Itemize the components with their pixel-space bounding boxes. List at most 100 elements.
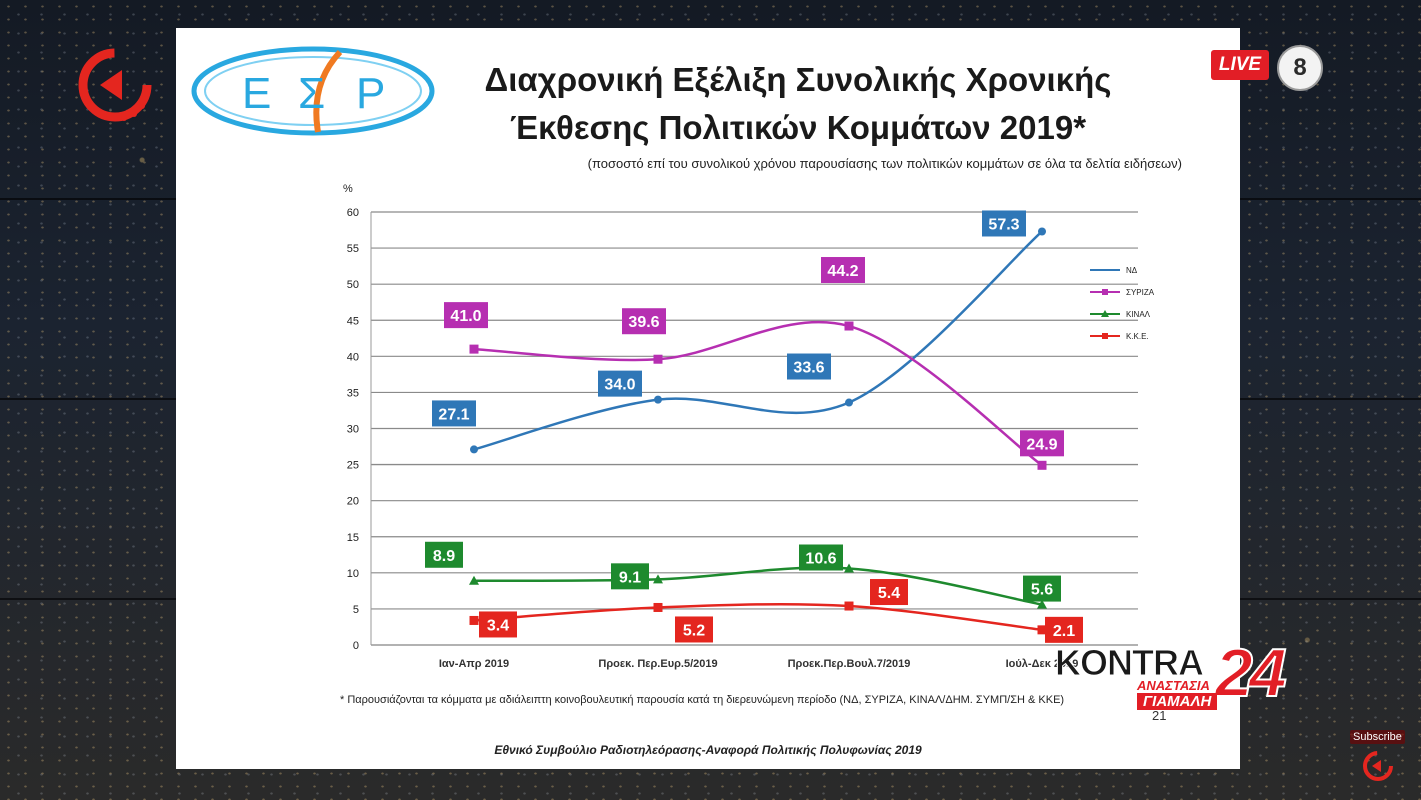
data-point: [654, 395, 662, 404]
data-label-box: [444, 302, 488, 329]
data-point: [470, 445, 478, 454]
esr-logo-letter-r: Ρ: [356, 69, 385, 118]
legend-label: ΝΔ: [1126, 266, 1138, 275]
data-label-box: [1020, 430, 1064, 457]
data-label: 5.4: [878, 585, 900, 602]
legend-label: ΚΙΝΑΛ: [1126, 310, 1151, 319]
y-tick-label: 5: [353, 604, 359, 616]
esr-logo-letter-e: Ε: [242, 69, 271, 118]
data-point: [1037, 625, 1047, 635]
data-label: 5.2: [683, 622, 705, 639]
data-label: 5.6: [1031, 582, 1053, 599]
y-axis-label: %: [343, 183, 353, 195]
series-line-0: [473, 230, 1043, 451]
esr-logo-letter-s: Σ: [298, 69, 325, 118]
y-tick-label: 40: [347, 351, 359, 363]
kontra-circle-logo: [78, 48, 152, 122]
data-label: 24.9: [1026, 436, 1057, 453]
legend-marker: [1102, 333, 1108, 339]
data-label-box: [1023, 575, 1061, 602]
data-label: 44.2: [827, 263, 858, 280]
x-tick-label: Προεκ.Περ.Βουλ.7/2019: [788, 658, 911, 670]
data-label-box: [675, 616, 713, 643]
data-point: [844, 321, 854, 331]
data-label-box: [622, 308, 666, 335]
data-point: [469, 344, 479, 354]
channel-logo: 8: [1277, 45, 1323, 91]
subscribe-logo-icon[interactable]: [1360, 748, 1396, 784]
legend-label: ΣΥΡΙΖΑ: [1126, 288, 1155, 297]
data-label-box: [787, 353, 831, 380]
presenter-first-name: ΑΝΑΣΤΑΣΙΑ: [1133, 678, 1214, 693]
data-point: [653, 574, 663, 584]
y-tick-label: 10: [347, 568, 359, 580]
kontra24-brand: KONTRA 24 ΑΝΑΣΤΑΣΙΑ ΓΙΑΜΑΛΗ: [1055, 634, 1320, 714]
data-point: [469, 615, 479, 625]
data-label-box: [1045, 616, 1083, 643]
brand-number: 24: [1214, 634, 1288, 712]
y-tick-label: 35: [347, 387, 359, 399]
slide-title: Διαχρονική Εξέλιξη Συνολικής Χρονικής Έκ…: [438, 56, 1158, 152]
data-label: 39.6: [628, 314, 659, 331]
data-label-box: [611, 563, 649, 590]
live-badge: LIVE: [1211, 50, 1269, 80]
subscribe-button[interactable]: Subscribe: [1350, 730, 1405, 744]
title-line-1: Διαχρονική Εξέλιξη Συνολικής Χρονικής: [484, 61, 1112, 98]
data-label: 2.1: [1053, 623, 1075, 640]
data-label-box: [425, 541, 463, 568]
channel-logo-number: 8: [1293, 54, 1307, 81]
data-point: [1038, 227, 1046, 236]
data-label: 9.1: [619, 569, 641, 586]
data-label: 41.0: [450, 308, 481, 325]
data-label-box: [479, 611, 517, 638]
footnote: * Παρουσιάζονται τα κόμματα με αδιάλειπτ…: [340, 694, 1065, 706]
data-label-box: [598, 370, 642, 397]
data-label: 57.3: [988, 216, 1019, 233]
data-label: 3.4: [487, 617, 509, 634]
y-tick-label: 20: [347, 496, 359, 508]
y-tick-label: 0: [353, 640, 359, 652]
y-tick-label: 25: [347, 460, 359, 472]
y-tick-label: 55: [347, 243, 359, 255]
series-line-3: [473, 602, 1043, 632]
series-line-1: [473, 320, 1043, 467]
data-point: [469, 575, 479, 585]
presentation-slide: Ε Σ Ρ Διαχρονική Εξέλιξη Συνολικής Χρονι…: [176, 28, 1240, 769]
data-label-box: [982, 210, 1026, 237]
legend-label: Κ.Κ.Ε.: [1126, 332, 1149, 341]
data-label: 10.6: [805, 551, 836, 568]
source-note: Εθνικό Συμβούλιο Ραδιοτηλεόρασης-Αναφορά…: [494, 743, 922, 757]
brand-word: KONTRA: [1055, 642, 1205, 684]
data-label: 8.9: [433, 548, 455, 565]
data-label: 27.1: [438, 406, 469, 423]
page-number: 21: [1152, 708, 1167, 723]
x-tick-label: Ιαν-Απρ 2019: [439, 658, 509, 670]
data-point: [1037, 599, 1047, 609]
legend-marker: [1102, 289, 1108, 295]
x-tick-label: Προεκ. Περ.Ευρ.5/2019: [598, 658, 717, 670]
data-label: 33.6: [793, 360, 824, 377]
y-tick-label: 30: [347, 424, 359, 436]
data-point: [1037, 460, 1047, 470]
x-tick-label: Ιούλ-Δεκ 2019: [1006, 658, 1079, 670]
y-tick-label: 15: [347, 532, 359, 544]
data-label-box: [870, 579, 908, 606]
data-point: [653, 354, 663, 364]
data-label: 34.0: [604, 377, 635, 394]
legend-marker: [1101, 310, 1109, 317]
line-chart: 0 5 10 15 20 25 30 35 40 45 50 55 60% Ιαν-Απρ 2019 Προ…: [343, 183, 1155, 670]
y-tick-label: 50: [347, 279, 359, 291]
title-line-2: Έκθεσης Πολιτικών Κομμάτων 2019*: [509, 109, 1087, 146]
data-label-box: [799, 544, 843, 571]
y-tick-label: 45: [347, 315, 359, 327]
data-point: [653, 602, 663, 612]
data-label-box: [821, 257, 865, 284]
data-point: [845, 398, 853, 407]
presenter-last-name: ΓΙΑΜΑΛΗ: [1137, 693, 1218, 710]
series-line-2: [473, 566, 1043, 606]
slide-subtitle: (ποσοστό επί του συνολικού χρόνου παρουσ…: [587, 156, 1182, 171]
y-tick-label: 60: [347, 207, 359, 219]
data-point: [844, 601, 854, 611]
esr-logo: Ε Σ Ρ: [191, 46, 435, 136]
data-point: [844, 563, 854, 573]
